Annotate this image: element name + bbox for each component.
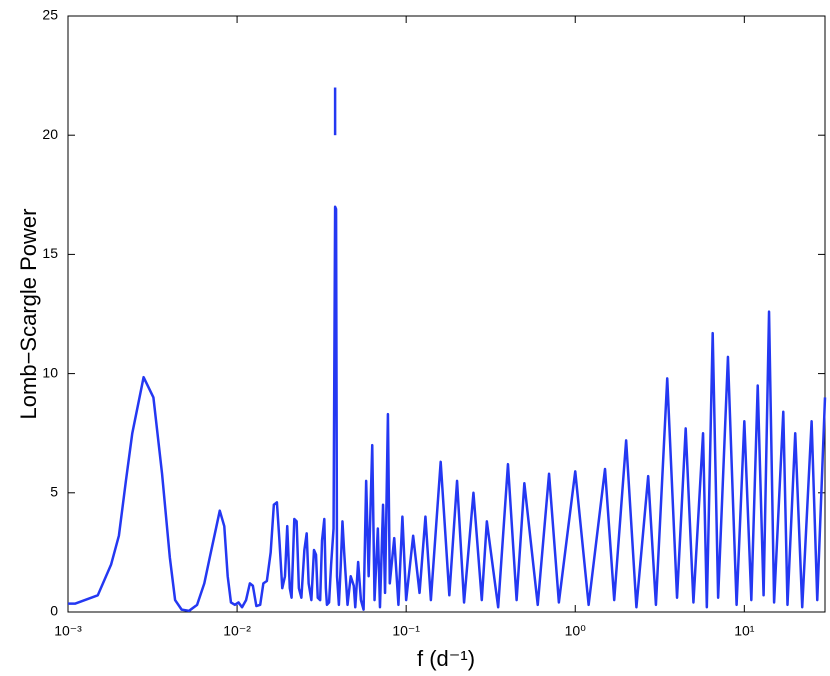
y-tick-label: 10 — [42, 364, 58, 380]
y-tick-label: 25 — [42, 7, 58, 23]
x-tick-label: 10⁻² — [223, 623, 251, 639]
x-tick-label: 10⁻³ — [54, 623, 82, 639]
x-tick-label: 10⁻¹ — [392, 623, 420, 639]
plot-frame — [67, 15, 826, 613]
y-tick-label: 5 — [50, 484, 58, 500]
y-tick-label: 0 — [50, 603, 58, 619]
y-tick-label: 15 — [42, 245, 58, 261]
x-tick-label: 10¹ — [734, 623, 755, 639]
x-tick-label: 10⁰ — [565, 623, 587, 639]
y-tick-label: 20 — [42, 126, 58, 142]
y-axis-label: Lomb−Scargle Power — [16, 209, 41, 420]
series-line — [68, 205, 827, 613]
x-axis-label: f (d⁻¹) — [417, 646, 475, 671]
